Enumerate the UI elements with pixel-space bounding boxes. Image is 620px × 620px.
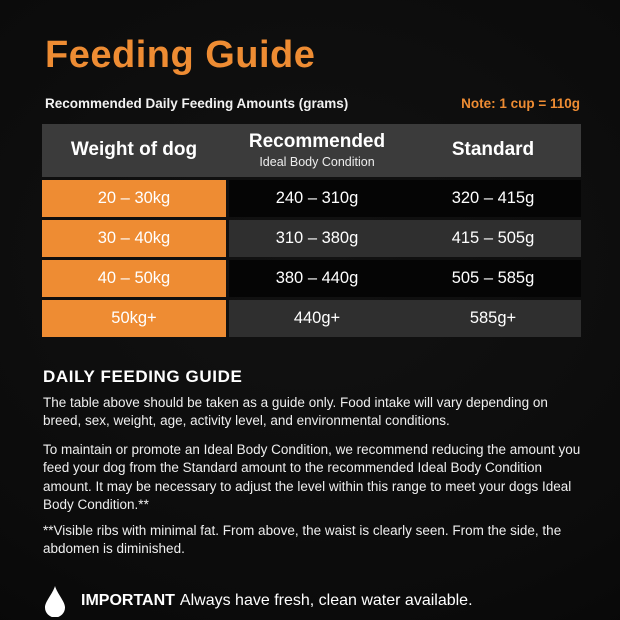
footnote: **Visible ribs with minimal fat. From ab…	[43, 522, 562, 557]
recommended-cell: 440g+	[293, 308, 341, 327]
table-row-values: 240 – 310g 320 – 415g	[229, 179, 581, 217]
recommended-cell: 380 – 440g	[275, 268, 359, 287]
table-row: 40 – 50kg 380 – 440g 505 – 585g	[42, 259, 581, 297]
col-header-weight: Weight of dog	[42, 124, 226, 177]
table-row-values: 440g+ 585g+	[229, 299, 581, 337]
table-header-row: Weight of dog Recommended Ideal Body Con…	[42, 123, 581, 177]
section-heading: DAILY FEEDING GUIDE	[43, 366, 243, 386]
feeding-table: Weight of dog Recommended Ideal Body Con…	[42, 123, 581, 337]
cup-conversion-note: Note: 1 cup = 110g	[461, 95, 580, 111]
daily-feeding-guide-section: DAILY FEEDING GUIDE The table above shou…	[42, 367, 589, 559]
col-header-weight-label: Weight of dog	[70, 138, 198, 160]
standard-cell: 320 – 415g	[451, 188, 535, 207]
standard-cell: 505 – 585g	[451, 268, 535, 287]
table-row: 20 – 30kg 240 – 310g 320 – 415g	[42, 179, 581, 217]
important-note-row: IMPORTANT Always have fresh, clean water …	[42, 585, 580, 617]
col-header-standard-label: Standard	[451, 138, 535, 160]
weight-cell: 30 – 40kg	[42, 219, 226, 257]
recommended-cell: 310 – 380g	[275, 228, 359, 247]
col-header-standard: Standard	[405, 124, 581, 177]
important-message: Always have fresh, clean water available…	[179, 592, 473, 610]
table-row-values: 380 – 440g 505 – 585g	[229, 259, 581, 297]
table-row: 50kg+ 440g+ 585g+	[42, 299, 581, 337]
table-caption-row: Recommended Daily Feeding Amounts (grams…	[45, 96, 580, 111]
guide-paragraph-1: The table above should be taken as a gui…	[43, 394, 548, 429]
important-label: IMPORTANT	[81, 592, 175, 610]
col-header-recommended-sublabel: Ideal Body Condition	[259, 154, 375, 169]
important-note: IMPORTANT Always have fresh, clean water …	[81, 592, 473, 610]
guide-paragraph-2: To maintain or promote an Ideal Body Con…	[43, 441, 581, 513]
col-header-recommended-label: Recommended	[248, 130, 386, 152]
water-droplet-icon	[43, 585, 67, 617]
weight-cell: 40 – 50kg	[42, 259, 226, 297]
table-row-values: 310 – 380g 415 – 505g	[229, 219, 581, 257]
page-title: Feeding Guide	[45, 34, 316, 76]
table-row: 30 – 40kg 310 – 380g 415 – 505g	[42, 219, 581, 257]
table-caption: Recommended Daily Feeding Amounts (grams…	[45, 95, 349, 111]
weight-cell: 20 – 30kg	[42, 179, 226, 217]
standard-cell: 415 – 505g	[451, 228, 535, 247]
col-header-recommended: Recommended Ideal Body Condition	[229, 124, 405, 177]
standard-cell: 585g+	[469, 308, 517, 327]
weight-cell: 50kg+	[42, 299, 226, 337]
recommended-cell: 240 – 310g	[275, 188, 359, 207]
